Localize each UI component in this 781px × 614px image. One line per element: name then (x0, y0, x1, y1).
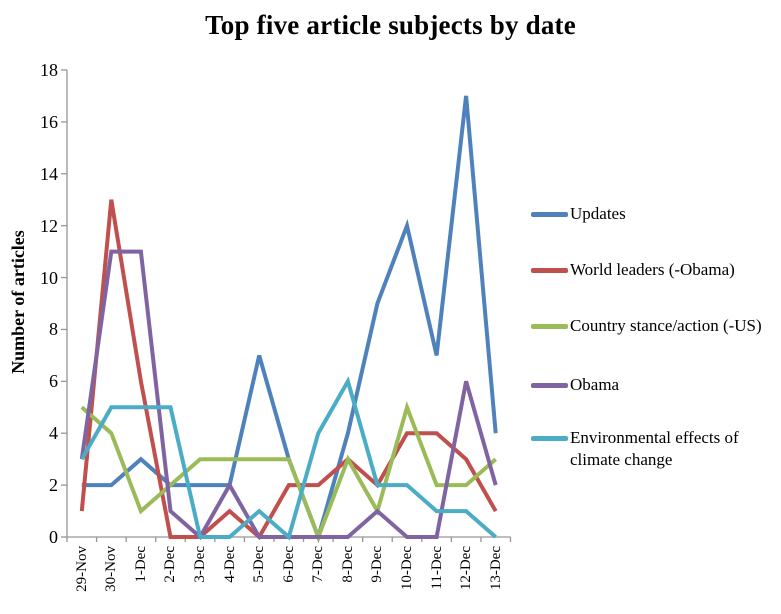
x-tick-label: 10-Dec (399, 546, 416, 591)
series-line-country-stance-action-us (80, 400, 498, 543)
legend-label: Environmental effects of climate change (570, 428, 739, 469)
legend-item: World leaders (-Obama) (531, 259, 770, 281)
x-tick-label: 29-Nov (73, 546, 90, 592)
x-tick-label: 6-Dec (280, 546, 297, 583)
y-tick-label: 16 (40, 111, 58, 132)
y-tick-label: 14 (40, 163, 58, 184)
y-tick-label: 2 (49, 475, 58, 496)
legend-line-swatch (531, 436, 568, 441)
x-tick-label: 1-Dec (132, 546, 149, 583)
legend-label: Obama (570, 375, 620, 394)
legend-item: Country stance/action (-US) (531, 315, 770, 337)
legend-item: Updates (531, 203, 770, 225)
x-tick-label: 13-Dec (487, 546, 504, 591)
y-tick-label: 4 (49, 423, 58, 444)
series-line-updates (81, 95, 498, 544)
legend-label: Country stance/action (-US) (570, 316, 762, 335)
y-tick-label: 0 (49, 527, 58, 547)
x-tick-label: 9-Dec (369, 546, 386, 583)
legend-item: Obama (531, 374, 770, 396)
legend-label: World leaders (-Obama) (570, 260, 735, 279)
y-tick-label: 18 (40, 60, 58, 80)
x-tick-label: 2-Dec (162, 546, 179, 583)
x-tick-label: 12-Dec (458, 546, 475, 591)
legend-line-swatch (531, 324, 568, 329)
y-tick-label: 10 (40, 267, 58, 288)
x-tick-label: 7-Dec (310, 546, 327, 583)
x-tick-label: 11-Dec (428, 546, 445, 590)
chart-title: Top five article subjects by date (205, 10, 576, 40)
y-tick-label: 12 (40, 215, 58, 236)
legend-label: Updates (570, 204, 626, 223)
x-tick-label: 4-Dec (221, 546, 238, 583)
y-tick-label: 6 (49, 371, 58, 392)
y-tick-label: 8 (49, 319, 58, 340)
x-tick-label: 5-Dec (251, 546, 268, 583)
legend-line-swatch (531, 268, 568, 273)
legend-item: Environmental effects of climate change (531, 427, 770, 471)
x-tick-label: 30-Nov (103, 546, 120, 592)
legend-line-swatch (531, 383, 568, 388)
x-tick-label: 8-Dec (339, 546, 356, 583)
series-line-world-leaders-obama (79, 199, 498, 541)
legend-line-swatch (531, 212, 568, 217)
series-line-environmental-effects-of-climate-change (80, 376, 498, 541)
x-tick-label: 3-Dec (192, 546, 209, 583)
